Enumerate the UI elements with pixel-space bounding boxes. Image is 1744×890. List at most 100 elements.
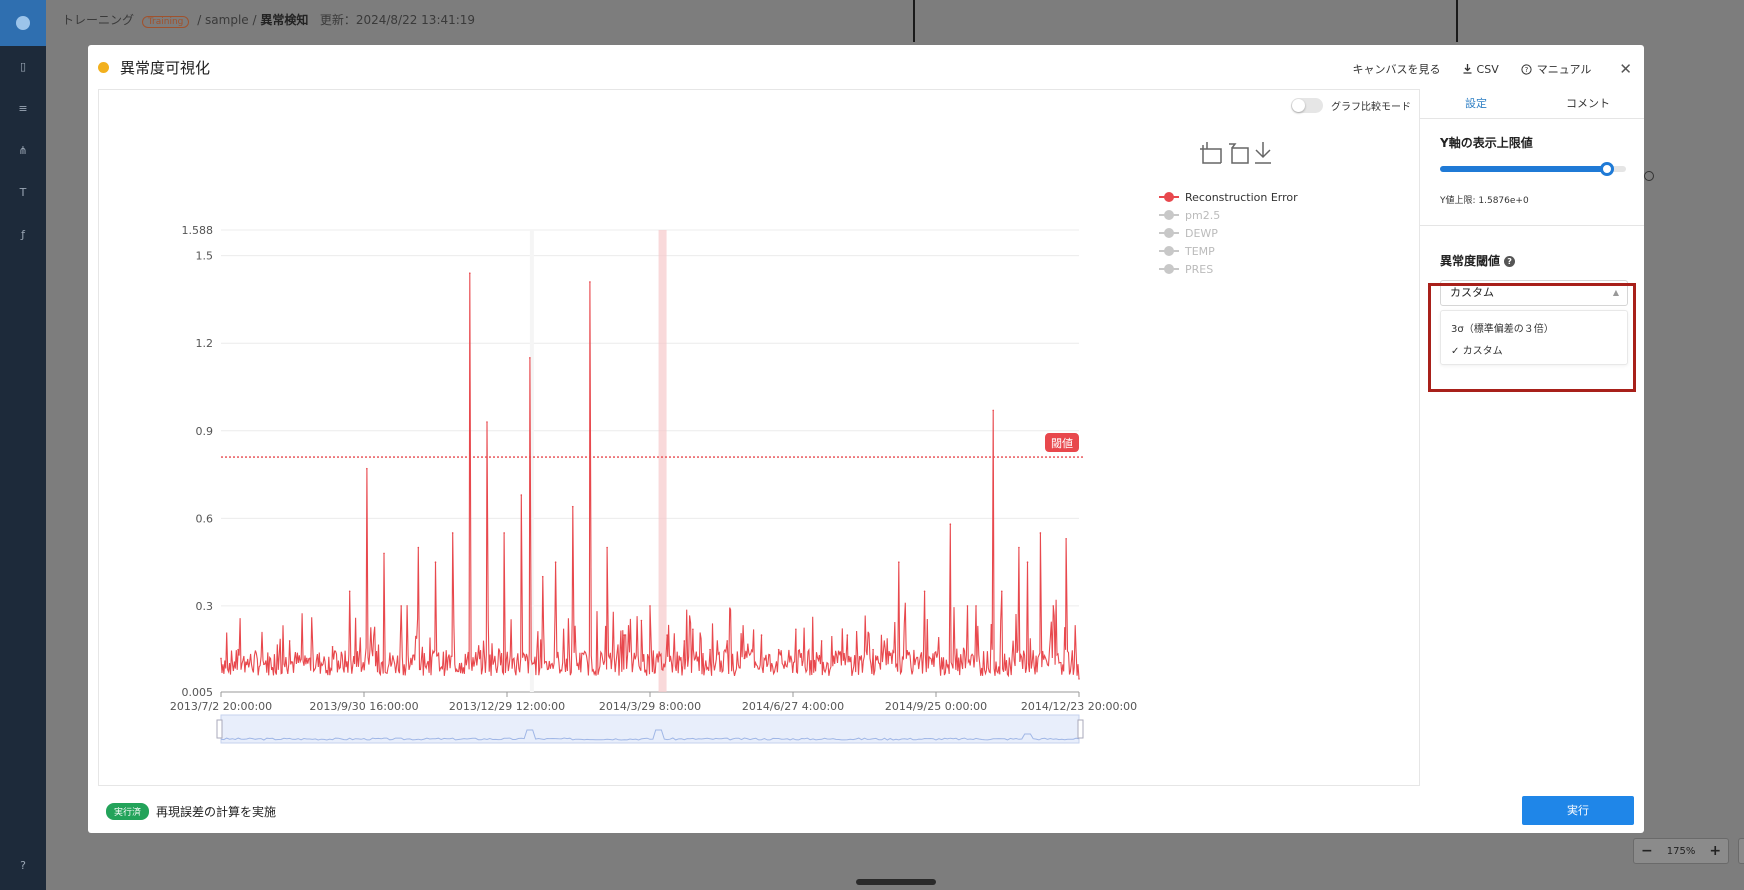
data-point <box>417 546 420 549</box>
updated-time: 更新：2024/8/22 13:41:19 <box>319 13 476 27</box>
y-limit-value: Y値上限: 1.5876e+0 <box>1440 196 1529 206</box>
y-tick-label: 1.5 <box>196 250 214 263</box>
svg-text:?: ? <box>1524 66 1528 74</box>
document-icon[interactable]: ▯ <box>19 60 27 73</box>
legend-marker[interactable] <box>1164 210 1174 220</box>
run-button[interactable]: 実行 <box>1522 796 1634 825</box>
toggle-switch[interactable] <box>1291 98 1323 113</box>
reconstruction-error-chart[interactable]: 0.005 0.3 0.6 0.9 1.2 1.5 1.588 2013/7/2 20:00:… <box>99 90 1419 785</box>
legend-marker[interactable] <box>1164 228 1174 238</box>
legend-label[interactable]: TEMP <box>1184 245 1215 258</box>
option-3sigma-label: 3σ（標準偏差の３倍） <box>1451 324 1554 335</box>
legend-label[interactable]: DEWP <box>1185 227 1218 240</box>
threshold-title-text: 異常度閾値 <box>1440 254 1501 268</box>
hierarchy-icon[interactable]: ⋔ <box>18 144 28 157</box>
canvas-connector-line <box>1456 0 1458 42</box>
data-point <box>383 552 385 555</box>
data-point <box>469 272 471 274</box>
threshold-select[interactable]: カスタム ▲▼ <box>1440 280 1628 321</box>
y-tick-label: 0.005 <box>182 686 214 699</box>
breadcrumb-current: 異常検知 <box>260 13 309 27</box>
data-point <box>777 648 780 651</box>
refresh-icon[interactable] <box>1644 171 1654 181</box>
data-point <box>743 657 746 660</box>
y-tick-label: 0.9 <box>196 425 214 438</box>
data-point <box>1052 605 1055 607</box>
data-point <box>923 590 926 593</box>
breadcrumb-sample[interactable]: / sample / <box>197 13 257 27</box>
data-point <box>434 561 437 563</box>
text-type-icon[interactable]: T <box>19 186 27 199</box>
legend-marker[interactable] <box>1164 192 1174 202</box>
data-point <box>666 634 668 636</box>
data-point <box>726 640 729 642</box>
threshold-label: 閾値 <box>1051 437 1073 450</box>
map-icon[interactable] <box>1738 838 1744 864</box>
zoom-select-icon[interactable] <box>1200 142 1222 164</box>
chart-toolbar <box>1200 142 1271 164</box>
data-point <box>220 657 222 660</box>
data-point <box>486 421 488 423</box>
data-point <box>820 640 823 642</box>
x-tick-label: 2014/9/25 0:00:00 <box>885 700 987 713</box>
data-zoom-handle-right[interactable] <box>1077 719 1084 739</box>
help-icon[interactable]: ? <box>1504 256 1516 267</box>
help-icon[interactable]: ? <box>20 859 26 872</box>
data-zoom-handle-left[interactable] <box>216 719 223 739</box>
zoom-out-button[interactable]: − <box>1641 843 1653 859</box>
series-line-reconstruction-error <box>220 273 1080 679</box>
threshold-badge[interactable] <box>1045 433 1079 453</box>
option-custom[interactable]: ✓ カスタム <box>1451 342 1503 357</box>
zoom-reset-icon[interactable] <box>1229 143 1249 164</box>
manual-label: マニュアル <box>1536 63 1592 76</box>
database-icon[interactable]: ≡ <box>18 102 28 115</box>
data-point <box>589 281 591 283</box>
zoom-in-button[interactable]: + <box>1709 843 1722 859</box>
status-dot <box>98 62 109 73</box>
compare-mode-toggle[interactable]: グラフ比較モード <box>1291 98 1411 113</box>
data-point <box>348 590 351 593</box>
y-limit-title: Y軸の表示上限値 <box>1440 136 1533 150</box>
data-point <box>795 628 797 631</box>
csv-download-button[interactable]: CSV <box>1463 63 1499 76</box>
canvas-connector-line <box>913 0 915 42</box>
tab-settings[interactable]: 設定 <box>1465 97 1487 110</box>
breadcrumb-training[interactable]: トレーニング <box>62 13 135 27</box>
data-point <box>692 628 694 631</box>
help-circle-icon: ? <box>1521 63 1532 75</box>
function-icon[interactable]: ƒ <box>21 228 25 241</box>
data-point <box>623 634 626 636</box>
compare-mode-label: グラフ比較モード <box>1331 102 1411 113</box>
modal-header: 異常度可視化 キャンバスを見る CSV ? マニュアル ✕ <box>88 45 1644 89</box>
legend-label[interactable]: Reconstruction Error <box>1185 191 1298 204</box>
horizontal-scrollbar[interactable] <box>856 879 936 885</box>
threshold-dropdown: 3σ（標準偏差の３倍） ✓ カスタム <box>1440 310 1628 365</box>
chart-container: グラフ比較モード 0.005 0.3 0.6 0.9 1.2 1.5 1.588 2013/7… <box>98 89 1420 786</box>
data-point <box>306 657 308 660</box>
anomaly-highlight-band <box>529 230 534 692</box>
manual-button[interactable]: ? マニュアル <box>1521 61 1592 77</box>
data-point <box>709 648 711 651</box>
y-limit-slider[interactable] <box>1440 162 1626 176</box>
data-point <box>649 605 651 607</box>
close-icon[interactable]: ✕ <box>1619 60 1632 78</box>
data-point <box>503 532 505 534</box>
data-point <box>1039 532 1042 534</box>
breadcrumb: トレーニング Training / sample / 異常検知 更新：2024/… <box>62 11 475 28</box>
legend-label[interactable]: pm2.5 <box>1185 209 1220 222</box>
logo-icon[interactable] <box>0 0 46 46</box>
option-custom-label: カスタム <box>1462 346 1503 357</box>
tab-comments[interactable]: コメント <box>1566 97 1610 110</box>
legend-label[interactable]: PRES <box>1185 263 1213 276</box>
legend-marker[interactable] <box>1164 264 1174 274</box>
data-point <box>520 494 523 496</box>
slider-handle[interactable] <box>1600 162 1615 176</box>
legend-marker[interactable] <box>1164 246 1174 256</box>
training-badge: Training <box>141 16 190 28</box>
view-canvas-button[interactable]: キャンバスを見る <box>1353 61 1441 77</box>
data-point <box>366 467 368 470</box>
option-3sigma[interactable]: 3σ（標準偏差の３倍） <box>1451 320 1554 335</box>
x-tick-label: 2013/9/30 16:00:00 <box>309 700 418 713</box>
y-limit-section: Y軸の表示上限値 Y値上限: 1.5876e+0 <box>1420 120 1644 226</box>
save-image-icon[interactable] <box>1255 142 1271 164</box>
